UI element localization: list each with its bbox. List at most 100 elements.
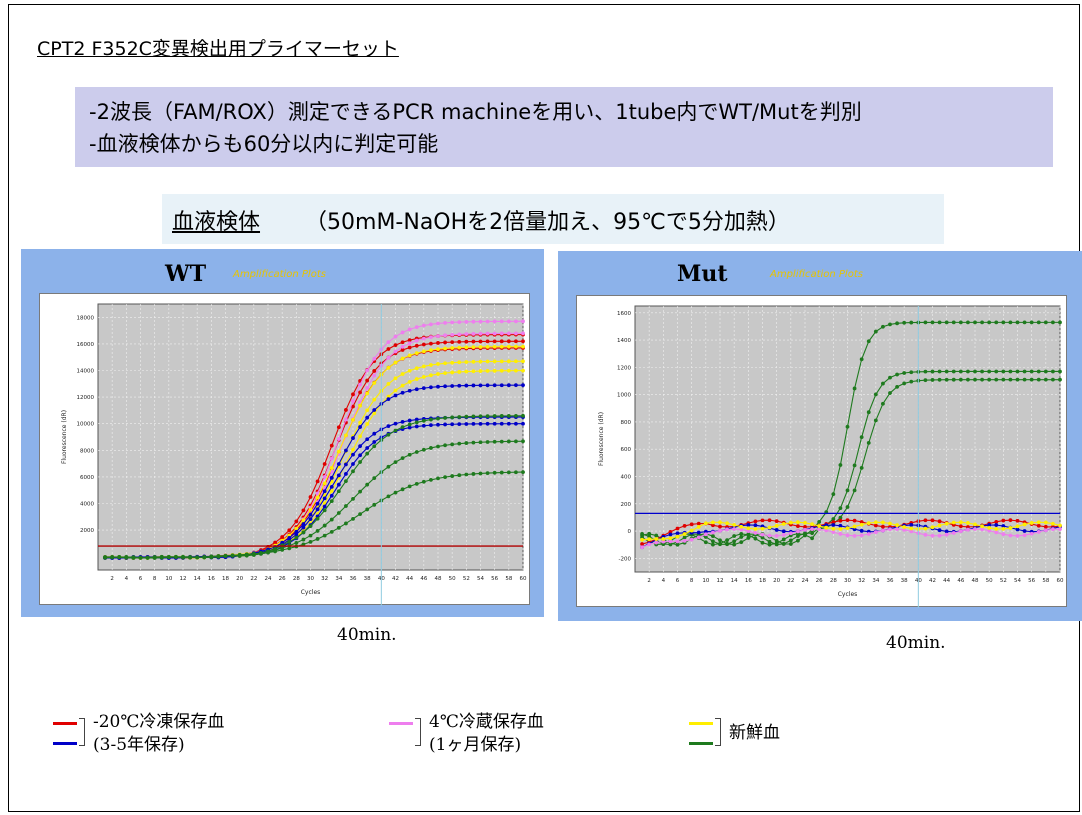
data-point [414, 417, 419, 422]
data-point [824, 525, 829, 530]
data-point [718, 528, 722, 533]
data-point [429, 385, 433, 390]
data-point [400, 390, 405, 395]
x-tick-label: 52 [1000, 578, 1007, 584]
data-point [760, 535, 765, 540]
data-point [987, 528, 992, 533]
data-point [471, 472, 476, 476]
data-point [760, 540, 765, 545]
data-point [344, 521, 348, 526]
data-point [866, 339, 871, 344]
data-point [994, 320, 999, 325]
data-point [838, 506, 843, 511]
data-point [973, 320, 977, 325]
legend-label: -20℃冷凍保存血 [93, 712, 225, 732]
data-point [414, 366, 419, 371]
data-point [859, 435, 864, 440]
x-tick-label: 42 [392, 576, 399, 582]
data-point [881, 528, 885, 533]
data-point [365, 378, 370, 383]
data-point [909, 370, 914, 375]
y-tick-label: 12000 [77, 395, 95, 401]
data-point [393, 490, 398, 495]
data-point [450, 422, 455, 427]
data-point [1008, 533, 1013, 538]
data-point [732, 542, 737, 547]
x-tick-label: 28 [830, 578, 837, 584]
data-point [966, 377, 970, 382]
data-point [421, 479, 426, 484]
data-point [718, 524, 722, 529]
data-point [817, 519, 822, 524]
data-point [760, 526, 765, 531]
data-point [703, 529, 708, 534]
data-point [859, 522, 864, 527]
data-point [237, 554, 242, 558]
data-point [944, 532, 949, 537]
data-point [471, 414, 476, 419]
data-point [1008, 518, 1013, 523]
data-point [923, 320, 928, 325]
data-point [244, 553, 249, 558]
data-point [937, 533, 942, 538]
data-point [457, 473, 462, 478]
data-point [1015, 377, 1020, 382]
data-point [980, 527, 984, 532]
data-point [478, 319, 483, 324]
data-point [131, 556, 136, 560]
data-point [464, 383, 469, 388]
data-point [499, 344, 504, 349]
data-point [902, 527, 907, 532]
data-point [414, 420, 419, 425]
data-point [838, 518, 843, 523]
data-point [767, 539, 772, 544]
data-point [209, 554, 214, 559]
x-tick-label: 44 [406, 576, 413, 582]
data-point [506, 359, 511, 364]
data-point [711, 530, 715, 535]
data-point [958, 520, 963, 525]
y-tick-label: 10000 [77, 422, 95, 428]
data-point [492, 383, 497, 388]
data-point [429, 373, 433, 378]
data-point [923, 378, 928, 383]
data-point [429, 423, 433, 428]
x-tick-label: 18 [222, 576, 229, 582]
data-point [457, 415, 462, 419]
summary-box: -2波長（FAM/ROX）測定できるPCR machineを用い、1tube内で… [75, 87, 1053, 167]
data-point [711, 534, 715, 538]
data-point [1051, 527, 1055, 532]
data-point [647, 534, 652, 539]
data-point [902, 525, 907, 529]
data-point [810, 522, 814, 527]
data-point [654, 533, 659, 538]
data-point [866, 532, 871, 536]
data-point [668, 530, 673, 534]
data-point [902, 381, 907, 386]
x-tick-label: 28 [293, 576, 300, 582]
x-tick-label: 6 [676, 578, 680, 584]
data-point [372, 397, 377, 402]
data-point [951, 369, 956, 374]
x-tick-label: 14 [731, 578, 738, 584]
data-point [845, 533, 850, 538]
data-point [1022, 377, 1027, 382]
data-point [1008, 320, 1013, 325]
data-point [739, 531, 744, 536]
data-point [216, 554, 221, 558]
data-point [393, 388, 398, 393]
data-point [485, 421, 490, 426]
data-point [951, 320, 956, 325]
data-point [457, 383, 462, 388]
data-point [647, 542, 652, 547]
data-point [443, 443, 447, 448]
data-point [824, 528, 829, 533]
data-point [471, 421, 476, 426]
data-point [421, 364, 426, 369]
data-point [386, 347, 391, 351]
data-point [796, 529, 800, 534]
data-point [421, 336, 426, 341]
data-point [852, 527, 857, 532]
data-point [937, 519, 942, 524]
data-point [937, 369, 942, 374]
